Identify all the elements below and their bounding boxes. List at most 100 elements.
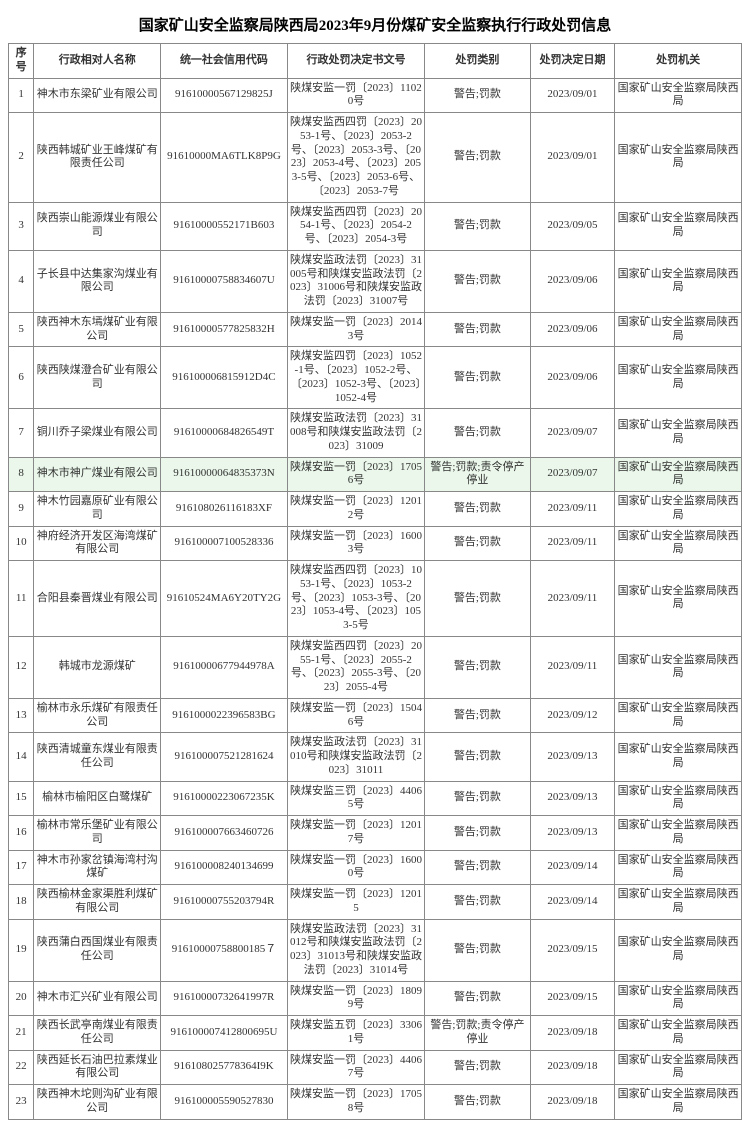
cell-org: 国家矿山安全监察局陕西局 xyxy=(615,733,742,781)
cell-type: 警告;罚款 xyxy=(425,885,531,920)
cell-idx: 6 xyxy=(9,347,34,409)
table-header-row: 序号 行政相对人名称 统一社会信用代码 行政处罚决定书文号 处罚类别 处罚决定日… xyxy=(9,44,742,79)
page-title: 国家矿山安全监察局陕西局2023年9月份煤矿安全监察执行行政处罚信息 xyxy=(8,8,742,43)
cell-code: 916100007663460726 xyxy=(161,816,288,851)
cell-date: 2023/09/13 xyxy=(530,816,614,851)
cell-type: 警告;罚款 xyxy=(425,409,531,457)
table-row: 10神府经济开发区海湾煤矿有限公司916100007100528336陕煤安监一… xyxy=(9,526,742,561)
cell-idx: 5 xyxy=(9,312,34,347)
cell-name: 子长县中达集家沟煤业有限公司 xyxy=(34,250,161,312)
cell-name: 榆林市榆阳区白鹭煤矿 xyxy=(34,781,161,816)
cell-doc: 陕煤安监西四罚〔2023〕2054-1号、〔2023〕2054-2号、〔2023… xyxy=(287,202,424,250)
cell-code: 916100008240134699 xyxy=(161,850,288,885)
cell-type: 警告;罚款 xyxy=(425,78,531,113)
cell-doc: 陕煤安监一罚〔2023〕11020号 xyxy=(287,78,424,113)
table-row: 14陕西清城童东煤业有限责任公司916100007521281624陕煤安监政法… xyxy=(9,733,742,781)
table-row: 23陕西神木坨则沟矿业有限公司916100005590527830陕煤安监一罚〔… xyxy=(9,1085,742,1120)
cell-name: 神木市神广煤业有限公司 xyxy=(34,457,161,492)
cell-name: 神木市孙家岔镇海湾村沟煤矿 xyxy=(34,850,161,885)
cell-type: 警告;罚款 xyxy=(425,698,531,733)
cell-name: 神木市汇兴矿业有限公司 xyxy=(34,981,161,1016)
cell-name: 陕西神木坨则沟矿业有限公司 xyxy=(34,1085,161,1120)
cell-org: 国家矿山安全监察局陕西局 xyxy=(615,1016,742,1051)
cell-doc: 陕煤安监政法罚〔2023〕31010号和陕煤安监政法罚〔2023〕31011 xyxy=(287,733,424,781)
cell-type: 警告;罚款 xyxy=(425,561,531,637)
cell-doc: 陕煤安监一罚〔2023〕16003号 xyxy=(287,526,424,561)
header-date: 处罚决定日期 xyxy=(530,44,614,79)
cell-idx: 17 xyxy=(9,850,34,885)
cell-date: 2023/09/13 xyxy=(530,781,614,816)
table-row: 12韩城市龙源煤矿91610000677944978A陕煤安监西四罚〔2023〕… xyxy=(9,636,742,698)
header-doc: 行政处罚决定书文号 xyxy=(287,44,424,79)
cell-doc: 陕煤安监一罚〔2023〕18099号 xyxy=(287,981,424,1016)
cell-date: 2023/09/11 xyxy=(530,561,614,637)
cell-idx: 20 xyxy=(9,981,34,1016)
cell-type: 警告;罚款 xyxy=(425,492,531,527)
cell-name: 铜川乔子梁煤业有限公司 xyxy=(34,409,161,457)
header-org: 处罚机关 xyxy=(615,44,742,79)
cell-name: 陕西韩城矿业王峰煤矿有限责任公司 xyxy=(34,113,161,203)
table-row: 17神木市孙家岔镇海湾村沟煤矿916100008240134699陕煤安监一罚〔… xyxy=(9,850,742,885)
cell-date: 2023/09/06 xyxy=(530,312,614,347)
cell-org: 国家矿山安全监察局陕西局 xyxy=(615,698,742,733)
cell-date: 2023/09/06 xyxy=(530,250,614,312)
table-row: 3陕西崇山能源煤业有限公司91610000552171B603陕煤安监西四罚〔2… xyxy=(9,202,742,250)
cell-org: 国家矿山安全监察局陕西局 xyxy=(615,409,742,457)
cell-date: 2023/09/01 xyxy=(530,113,614,203)
cell-code: 916100005590527830 xyxy=(161,1085,288,1120)
cell-code: 91610000577825832H xyxy=(161,312,288,347)
cell-type: 警告;罚款 xyxy=(425,113,531,203)
table-row: 11合阳县秦晋煤业有限公司91610524MA6Y20TY2G陕煤安监西四罚〔2… xyxy=(9,561,742,637)
cell-code: 9161000022396583BG xyxy=(161,698,288,733)
cell-doc: 陕煤安监三罚〔2023〕44065号 xyxy=(287,781,424,816)
cell-doc: 陕煤安监一罚〔2023〕17056号 xyxy=(287,457,424,492)
cell-org: 国家矿山安全监察局陕西局 xyxy=(615,250,742,312)
cell-doc: 陕煤安监四罚〔2023〕1052-1号、〔2023〕1052-2号、〔2023〕… xyxy=(287,347,424,409)
table-row: 21陕西长武亭南煤业有限责任公司916100007412800695U陕煤安监五… xyxy=(9,1016,742,1051)
cell-name: 陕西崇山能源煤业有限公司 xyxy=(34,202,161,250)
cell-idx: 21 xyxy=(9,1016,34,1051)
cell-doc: 陕煤安监政法罚〔2023〕31008号和陕煤安监政法罚〔2023〕31009 xyxy=(287,409,424,457)
cell-type: 警告;罚款;责令停产停业 xyxy=(425,1016,531,1051)
cell-date: 2023/09/11 xyxy=(530,492,614,527)
cell-doc: 陕煤安监政法罚〔2023〕31005号和陕煤安监政法罚〔2023〕31006号和… xyxy=(287,250,424,312)
cell-code: 916100007100528336 xyxy=(161,526,288,561)
cell-type: 警告;罚款 xyxy=(425,312,531,347)
header-name: 行政相对人名称 xyxy=(34,44,161,79)
cell-idx: 11 xyxy=(9,561,34,637)
cell-name: 榆林市常乐堡矿业有限公司 xyxy=(34,816,161,851)
cell-doc: 陕煤安监一罚〔2023〕12017号 xyxy=(287,816,424,851)
table-row: 2陕西韩城矿业王峰煤矿有限责任公司91610000MA6TLK8P9G陕煤安监西… xyxy=(9,113,742,203)
cell-type: 警告;罚款 xyxy=(425,781,531,816)
table-row: 19陕西蒲白西国煤业有限责任公司91610000758800185７陕煤安监政法… xyxy=(9,919,742,981)
penalty-table: 序号 行政相对人名称 统一社会信用代码 行政处罚决定书文号 处罚类别 处罚决定日… xyxy=(8,43,742,1120)
cell-doc: 陕煤安监一罚〔2023〕16000号 xyxy=(287,850,424,885)
cell-date: 2023/09/18 xyxy=(530,1085,614,1120)
cell-code: 91610000677944978A xyxy=(161,636,288,698)
header-type: 处罚类别 xyxy=(425,44,531,79)
cell-code: 916100006815912D4C xyxy=(161,347,288,409)
cell-code: 91610000732641997R xyxy=(161,981,288,1016)
cell-org: 国家矿山安全监察局陕西局 xyxy=(615,781,742,816)
cell-doc: 陕煤安监西四罚〔2023〕2055-1号、〔2023〕2055-2号、〔2023… xyxy=(287,636,424,698)
cell-org: 国家矿山安全监察局陕西局 xyxy=(615,919,742,981)
header-code: 统一社会信用代码 xyxy=(161,44,288,79)
cell-idx: 15 xyxy=(9,781,34,816)
table-row: 9神木竹园嘉原矿业有限公司916108026116183XF陕煤安监一罚〔202… xyxy=(9,492,742,527)
cell-date: 2023/09/18 xyxy=(530,1016,614,1051)
cell-idx: 4 xyxy=(9,250,34,312)
cell-org: 国家矿山安全监察局陕西局 xyxy=(615,202,742,250)
cell-type: 警告;罚款 xyxy=(425,981,531,1016)
cell-date: 2023/09/07 xyxy=(530,457,614,492)
cell-doc: 陕煤安监西四罚〔2023〕2053-1号、〔2023〕2053-2号、〔2023… xyxy=(287,113,424,203)
cell-code: 91610000684826549T xyxy=(161,409,288,457)
cell-idx: 13 xyxy=(9,698,34,733)
table-row: 7铜川乔子梁煤业有限公司91610000684826549T陕煤安监政法罚〔20… xyxy=(9,409,742,457)
cell-name: 陕西蒲白西国煤业有限责任公司 xyxy=(34,919,161,981)
cell-name: 神府经济开发区海湾煤矿有限公司 xyxy=(34,526,161,561)
cell-code: 916108025778364I9K xyxy=(161,1050,288,1085)
cell-org: 国家矿山安全监察局陕西局 xyxy=(615,981,742,1016)
cell-org: 国家矿山安全监察局陕西局 xyxy=(615,492,742,527)
cell-idx: 19 xyxy=(9,919,34,981)
cell-org: 国家矿山安全监察局陕西局 xyxy=(615,312,742,347)
